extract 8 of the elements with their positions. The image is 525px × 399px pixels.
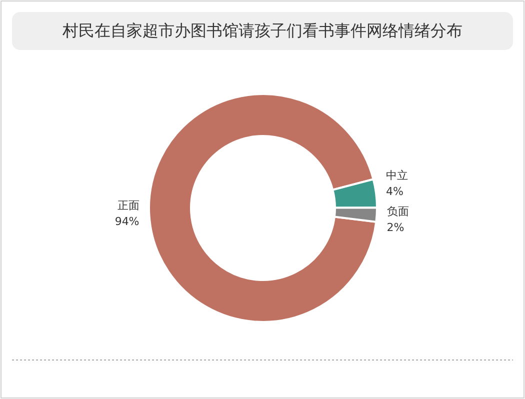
data-label: 2% (386, 220, 404, 234)
donut-slice (148, 93, 378, 323)
slice-label: 负面 (386, 204, 409, 218)
slice-label: 正面 (117, 199, 140, 212)
data-label: 4% (386, 184, 404, 198)
chart-title: 村民在自家超市办图书馆请孩子们看书事件网络情绪分布 (62, 21, 462, 40)
data-label: 94% (114, 215, 140, 228)
slice-label: 中立 (386, 168, 408, 182)
